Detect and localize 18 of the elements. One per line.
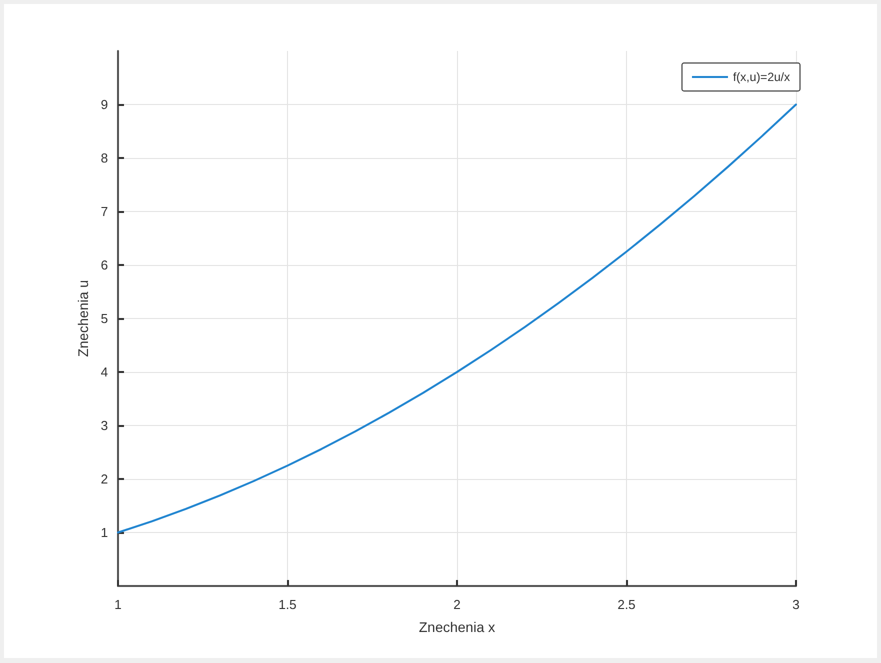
x-tick-label: 2: [453, 597, 461, 612]
x-tick-label: 3: [792, 597, 800, 612]
legend-label: f(x,u)=2u/x: [732, 70, 790, 84]
y-tick-label: 6: [100, 258, 108, 272]
line-series: [117, 104, 797, 534]
x-tick-label: 1.5: [278, 597, 297, 612]
y-axis-title: Znechenia u: [74, 280, 91, 358]
y-tick-label: 8: [100, 150, 108, 166]
x-tick-label: 2.5: [617, 597, 636, 612]
y-tick-label: 1: [100, 525, 108, 540]
x-axis-title: Znechenia x: [418, 619, 496, 635]
y-tick-label: 2: [100, 472, 108, 486]
y-tick-label: 9: [100, 97, 108, 112]
y-tick-label: 3: [100, 418, 108, 433]
y-tick-label: 7: [100, 204, 108, 219]
y-tick-label: 5: [100, 311, 108, 326]
y-tick-label: 4: [100, 364, 108, 380]
x-tick-label: 1: [114, 597, 122, 612]
